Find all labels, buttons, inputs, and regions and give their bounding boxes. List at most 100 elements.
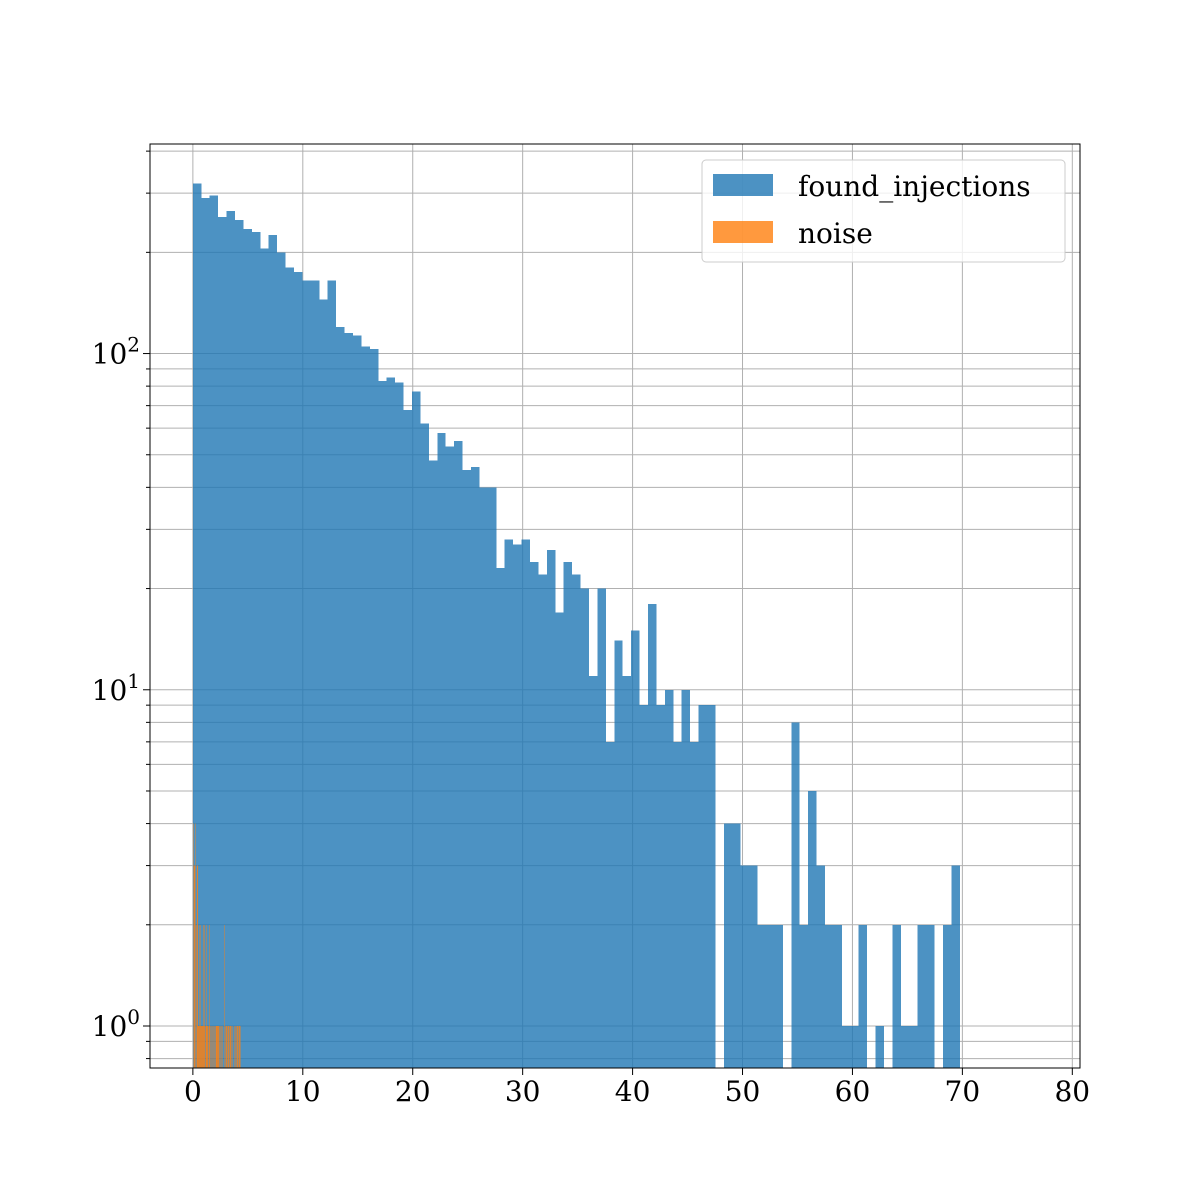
- histogram-bar: [223, 924, 225, 1068]
- legend: found_injections noise: [701, 159, 1066, 263]
- histogram-bar: [344, 333, 354, 1068]
- legend-label-found-injections: found_injections: [798, 170, 1031, 203]
- histogram-bar: [207, 1025, 208, 1068]
- histogram-bar: [471, 466, 480, 1068]
- histogram-bar: [597, 588, 606, 1068]
- histogram-bar: [395, 382, 404, 1068]
- x-tick-label: 40: [615, 1075, 651, 1108]
- histogram-bar: [220, 1025, 222, 1068]
- x-tick-label: 20: [395, 1075, 431, 1108]
- y-tick-label: 102: [92, 333, 140, 371]
- histogram-bar: [892, 924, 901, 1068]
- histogram-bar: [546, 550, 556, 1068]
- histogram-bar: [209, 924, 210, 1068]
- histogram-bar: [647, 603, 657, 1068]
- histogram-bars: [192, 183, 960, 1069]
- histogram-bar: [231, 1025, 233, 1068]
- histogram-bar: [235, 1025, 237, 1068]
- x-tick-label: 70: [945, 1075, 981, 1108]
- histogram-bar: [206, 1025, 207, 1068]
- histogram-bar: [951, 865, 960, 1068]
- histogram-bar: [942, 924, 952, 1068]
- histogram-bar: [202, 1025, 204, 1068]
- series-noise-bars: [192, 823, 241, 1068]
- histogram-bar: [774, 924, 783, 1068]
- histogram-bar: [285, 267, 295, 1069]
- histogram-bar: [240, 1025, 241, 1068]
- histogram-bar: [656, 705, 665, 1068]
- histogram-bar: [749, 865, 758, 1068]
- histogram-bar: [205, 924, 207, 1068]
- histogram-bar: [858, 924, 868, 1068]
- histogram-bar: [208, 1025, 209, 1068]
- histogram-bar: [218, 1025, 220, 1068]
- histogram-bar: [580, 588, 590, 1068]
- histogram-bar: [681, 689, 691, 1068]
- histogram-bar: [487, 487, 497, 1068]
- histogram-bar: [850, 1025, 859, 1068]
- x-tick-label: 0: [184, 1075, 202, 1108]
- histogram-bar: [378, 380, 387, 1068]
- histogram-bar: [504, 539, 514, 1068]
- histogram-bar: [200, 1025, 202, 1068]
- histogram-bar: [538, 574, 547, 1068]
- histogram-bar: [212, 1025, 214, 1068]
- histogram-bar: [740, 865, 750, 1068]
- histogram-bar: [563, 561, 573, 1068]
- histogram-bar: [791, 722, 800, 1068]
- axes-frame: [149, 143, 1081, 1069]
- histogram-bar: [589, 675, 598, 1068]
- histogram-bar: [199, 924, 200, 1068]
- histogram-bar: [808, 790, 817, 1068]
- histogram-bar: [302, 280, 311, 1068]
- histogram-bar: [219, 1025, 221, 1068]
- histogram-bar: [236, 1025, 238, 1068]
- histogram-bar: [369, 349, 379, 1069]
- histogram-bar: [211, 1025, 213, 1068]
- histogram-bar: [614, 640, 623, 1068]
- legend-label-noise: noise: [798, 217, 873, 250]
- histogram-bar: [211, 1025, 212, 1068]
- histogram-bar: [234, 1025, 236, 1068]
- histogram-bar: [513, 544, 522, 1068]
- histogram-bar: [229, 1025, 230, 1068]
- legend-box: [701, 159, 1066, 263]
- histogram-bar: [310, 280, 320, 1068]
- histogram-bar: [824, 924, 834, 1068]
- x-tick-label: 10: [285, 1075, 321, 1108]
- histogram-bar: [479, 487, 488, 1068]
- histogram-bar: [631, 630, 640, 1068]
- histogram-bar: [445, 446, 455, 1068]
- histogram-bar: [203, 1025, 204, 1068]
- x-tick-label: 30: [505, 1075, 541, 1108]
- histogram-bar: [521, 539, 531, 1068]
- histogram-bar: [251, 231, 261, 1068]
- x-tick-label: 60: [835, 1075, 871, 1108]
- histogram-bar: [757, 924, 766, 1068]
- histogram-bar: [294, 271, 303, 1068]
- histogram-bar: [197, 1025, 199, 1068]
- histogram-bar: [462, 470, 472, 1069]
- histogram-bar: [403, 409, 413, 1068]
- histogram-bar: [336, 326, 345, 1069]
- histogram-bar: [723, 823, 733, 1068]
- histogram-bar: [209, 1025, 211, 1068]
- histogram-bar: [214, 1025, 216, 1068]
- histogram-bar: [228, 1025, 229, 1068]
- histogram-bar: [605, 741, 615, 1068]
- histogram-bar: [202, 924, 204, 1068]
- histogram-bar: [277, 252, 286, 1069]
- histogram-bar: [214, 1025, 215, 1068]
- histogram-bar: [193, 865, 195, 1068]
- histogram-bar: [706, 705, 716, 1068]
- histogram-bar: [200, 1025, 202, 1068]
- histogram-bar: [530, 561, 539, 1068]
- histogram-bar: [268, 235, 278, 1068]
- histogram-bar: [201, 1025, 203, 1068]
- histogram-bar: [230, 1025, 232, 1068]
- histogram-bar: [198, 1025, 200, 1068]
- histogram-bar: [233, 1025, 235, 1068]
- histogram-bar: [199, 1025, 201, 1068]
- histogram-bar: [698, 705, 707, 1068]
